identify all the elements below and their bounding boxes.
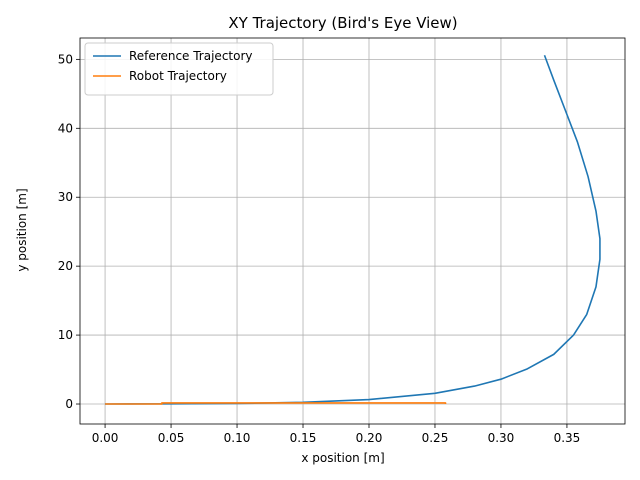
- x-tick-label: 0.15: [290, 431, 317, 445]
- y-tick-label: 0: [65, 397, 73, 411]
- y-tick-label: 30: [58, 190, 73, 204]
- series-layer: [105, 54, 601, 405]
- x-tick-label: 0.05: [158, 431, 185, 445]
- x-axis-label: x position [m]: [301, 451, 384, 465]
- legend-box: [84, 42, 274, 96]
- axis-ticks: 0.00 0.05 0.10 0.15 0.20 0.25 0.30 0.35 0 10 20 30 4…: [58, 52, 581, 445]
- x-tick-label: 0.25: [422, 431, 449, 445]
- x-tick-label: 0.30: [488, 431, 515, 445]
- y-axis-label: y position [m]: [15, 188, 29, 271]
- legend: Reference Trajectory Robot Trajectory: [84, 42, 274, 96]
- x-tick-label: 0.10: [224, 431, 251, 445]
- y-tick-label: 40: [58, 121, 73, 135]
- chart-title: XY Trajectory (Bird's Eye View): [228, 14, 457, 32]
- x-tick-label: 0.20: [356, 431, 383, 445]
- axes-frame: [79, 37, 626, 425]
- series-line-reference: [105, 54, 601, 405]
- x-tick-label: 0.00: [92, 431, 119, 445]
- legend-label: Reference Trajectory: [129, 49, 253, 63]
- y-tick-label: 50: [58, 52, 73, 66]
- legend-label: Robot Trajectory: [129, 69, 227, 83]
- series-line-robot: [105, 402, 447, 405]
- y-tick-label: 10: [58, 328, 73, 342]
- y-tick-label: 20: [58, 259, 73, 273]
- x-tick-label: 0.35: [554, 431, 581, 445]
- grid: [80, 38, 625, 424]
